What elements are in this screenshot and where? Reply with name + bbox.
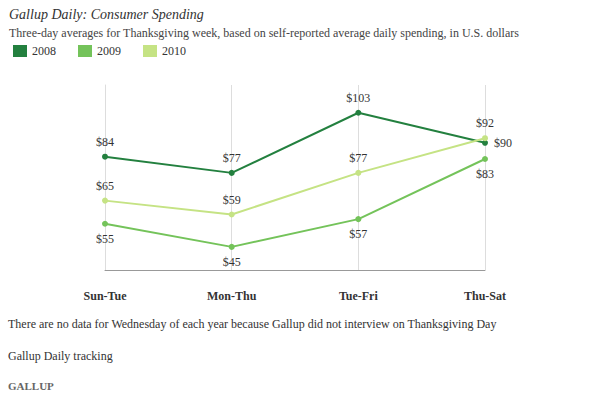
- svg-text:$55: $55: [96, 232, 114, 246]
- svg-text:$59: $59: [223, 193, 241, 207]
- svg-text:$90: $90: [494, 136, 512, 150]
- svg-text:Tue-Fri: Tue-Fri: [339, 289, 379, 303]
- svg-text:$65: $65: [96, 179, 114, 193]
- svg-text:$103: $103: [346, 91, 370, 105]
- svg-text:$84: $84: [96, 135, 114, 149]
- svg-text:Thu-Sat: Thu-Sat: [464, 289, 506, 303]
- svg-text:$92: $92: [476, 116, 494, 130]
- svg-text:$77: $77: [223, 151, 241, 165]
- svg-text:$57: $57: [349, 227, 367, 241]
- svg-text:Sun-Tue: Sun-Tue: [84, 289, 128, 303]
- svg-text:Gallup Daily tracking: Gallup Daily tracking: [8, 349, 113, 363]
- svg-text:Mon-Thu: Mon-Thu: [207, 289, 257, 303]
- svg-text:Gallup Daily: Consumer Spendin: Gallup Daily: Consumer Spending: [9, 7, 204, 22]
- svg-text:There are no data for Wednesda: There are no data for Wednesday of each …: [8, 317, 496, 331]
- svg-text:$45: $45: [223, 255, 241, 269]
- svg-text:Three-day averages for Thanksg: Three-day averages for Thanksgiving week…: [9, 26, 519, 40]
- svg-text:GALLUP: GALLUP: [8, 380, 54, 392]
- svg-text:2009: 2009: [97, 44, 121, 58]
- svg-text:$83: $83: [476, 167, 494, 181]
- svg-text:$77: $77: [349, 151, 367, 165]
- svg-text:2010: 2010: [162, 44, 186, 58]
- svg-text:2008: 2008: [32, 44, 56, 58]
